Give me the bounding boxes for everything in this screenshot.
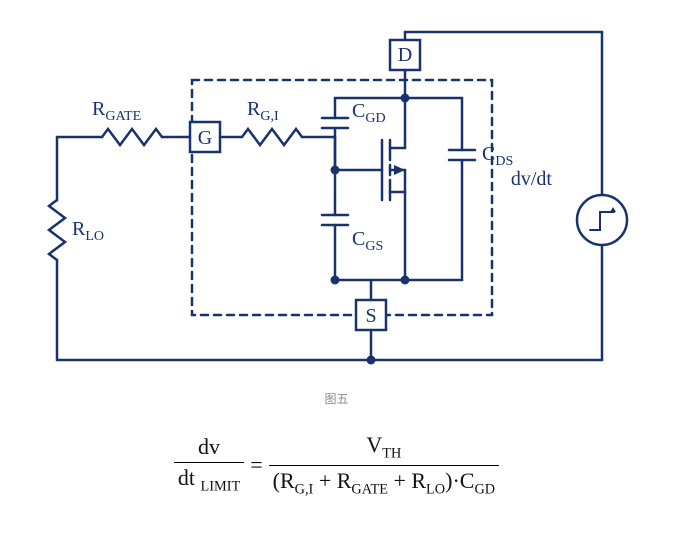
eq-equals: = (250, 452, 262, 478)
label-dvdt: dv/dt (510, 168, 552, 190)
dvdt-source (577, 195, 627, 245)
figure-caption: 图五 (20, 390, 653, 407)
label-c-ds: CDS (482, 143, 513, 169)
terminal-d-label: D (397, 44, 411, 66)
eq-rhs-num: VTH (362, 432, 405, 465)
eq-lhs: dv dt LIMIT (174, 434, 244, 496)
eq-lhs-den: dt LIMIT (174, 462, 244, 496)
label-c-gs: CGS (352, 228, 383, 254)
label-r-lo: RLO (72, 218, 104, 244)
label-r-gi: RG,I (247, 98, 279, 124)
eq-rhs: VTH (RG,I + RGATE + RLO)·CGD (269, 432, 499, 498)
label-r-gate: RGATE (92, 98, 141, 124)
terminal-s-label: S (365, 305, 376, 327)
circuit-diagram: D G S RGATE RLO RG,I CGD CGS CDS dv/dt (42, 20, 632, 380)
equation: dv dt LIMIT = VTH (RG,I + RGATE + RLO)·C… (20, 432, 653, 498)
eq-rhs-den: (RG,I + RGATE + RLO)·CGD (269, 465, 499, 499)
eq-lhs-num: dv (194, 434, 224, 462)
terminal-g-label: G (197, 127, 211, 149)
label-c-gd: CGD (352, 100, 386, 126)
